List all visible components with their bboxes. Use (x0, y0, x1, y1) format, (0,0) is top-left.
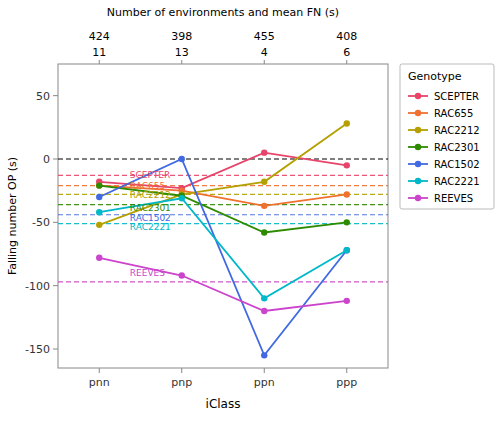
legend-label: RAC2301 (434, 142, 480, 153)
point (96, 222, 102, 228)
series-line (99, 258, 347, 311)
mean-line (58, 281, 388, 282)
top-tick (346, 60, 347, 64)
point (179, 195, 185, 201)
point (261, 203, 267, 209)
y-tick-label: 0 (43, 153, 50, 166)
y-tick (53, 285, 58, 286)
y-tick (53, 349, 58, 350)
annotation: RAC2221 (130, 222, 171, 232)
legend-marker (415, 127, 421, 133)
y-tick-label: -150 (25, 343, 50, 356)
legend-marker (415, 161, 421, 167)
y-tick-label: -100 (25, 280, 50, 293)
point (344, 298, 350, 304)
legend-marker (415, 144, 421, 150)
annotation: RAC2301 (130, 203, 171, 213)
point (179, 156, 185, 162)
x-tick-label: ppn (254, 376, 275, 389)
plot-area (58, 120, 388, 358)
top-label-row1: 11 (92, 46, 106, 59)
reference-line (58, 158, 388, 159)
point (96, 182, 102, 188)
legend-label: RAC1502 (434, 159, 480, 170)
point (344, 162, 350, 168)
x-tick (346, 368, 347, 373)
point (344, 247, 350, 253)
point (344, 247, 350, 253)
y-axis-label: Falling number OP (s) (6, 157, 19, 275)
x-tick (99, 368, 100, 373)
point (344, 120, 350, 126)
series-line (99, 198, 347, 298)
top-label-row2: 455 (254, 30, 275, 43)
series-line (99, 159, 347, 355)
point (96, 194, 102, 200)
top-tick (99, 60, 100, 64)
annotation: RAC2212 (130, 190, 171, 200)
top-label-row2: 408 (336, 30, 357, 43)
top-axis-title: Number of environments and mean FN (s) (107, 6, 339, 19)
legend-marker (415, 178, 421, 184)
legend-label: RAC2212 (434, 125, 480, 136)
top-label-row1: 6 (343, 46, 350, 59)
series-line (99, 186, 347, 233)
y-tick-label: -50 (32, 216, 50, 229)
annotation: SCEPTER (130, 170, 171, 180)
x-tick-label: ppp (336, 376, 357, 389)
y-tick-label: 50 (36, 90, 50, 103)
legend: Genotype SCEPTER RAC655 RAC2212 RAC2301 RAC15… (400, 64, 494, 209)
legend-label: REEVES (434, 193, 473, 204)
chart: -150 -100 -50 0 50 pnn 11 424 pnp 13 398 ppn 4 455 ppp… (0, 0, 500, 422)
legend-marker (415, 110, 421, 116)
mean-line (58, 175, 388, 176)
point (261, 179, 267, 185)
point (261, 352, 267, 358)
point (96, 255, 102, 261)
legend-label: SCEPTER (434, 91, 479, 102)
legend-marker (415, 195, 421, 201)
annotation: REEVES (130, 268, 165, 278)
legend-frame (400, 64, 494, 209)
mean-line (58, 204, 388, 205)
point (96, 182, 102, 188)
x-tick-label: pnn (89, 376, 110, 389)
y-tick (53, 95, 58, 96)
legend-label: RAC655 (434, 108, 473, 119)
top-label-row1: 13 (175, 46, 189, 59)
point (96, 209, 102, 215)
top-label-row2: 398 (171, 30, 192, 43)
top-tick (264, 60, 265, 64)
legend-label: RAC2221 (434, 176, 480, 187)
series-line (99, 124, 347, 225)
point (179, 272, 185, 278)
y-tick (53, 222, 58, 223)
x-tick (181, 368, 182, 373)
top-tick (181, 60, 182, 64)
legend-title: Genotype (408, 70, 462, 83)
point (344, 219, 350, 225)
top-label-row1: 4 (261, 46, 268, 59)
point (261, 149, 267, 155)
point (261, 295, 267, 301)
point (261, 308, 267, 314)
legend-marker (415, 93, 421, 99)
top-label-row2: 424 (89, 30, 110, 43)
plot-frame (58, 64, 388, 368)
x-tick-label: pnp (171, 376, 192, 389)
x-tick (264, 368, 265, 373)
x-axis-label: iClass (206, 397, 241, 411)
point (344, 191, 350, 197)
y-tick (53, 159, 58, 160)
point (261, 229, 267, 235)
